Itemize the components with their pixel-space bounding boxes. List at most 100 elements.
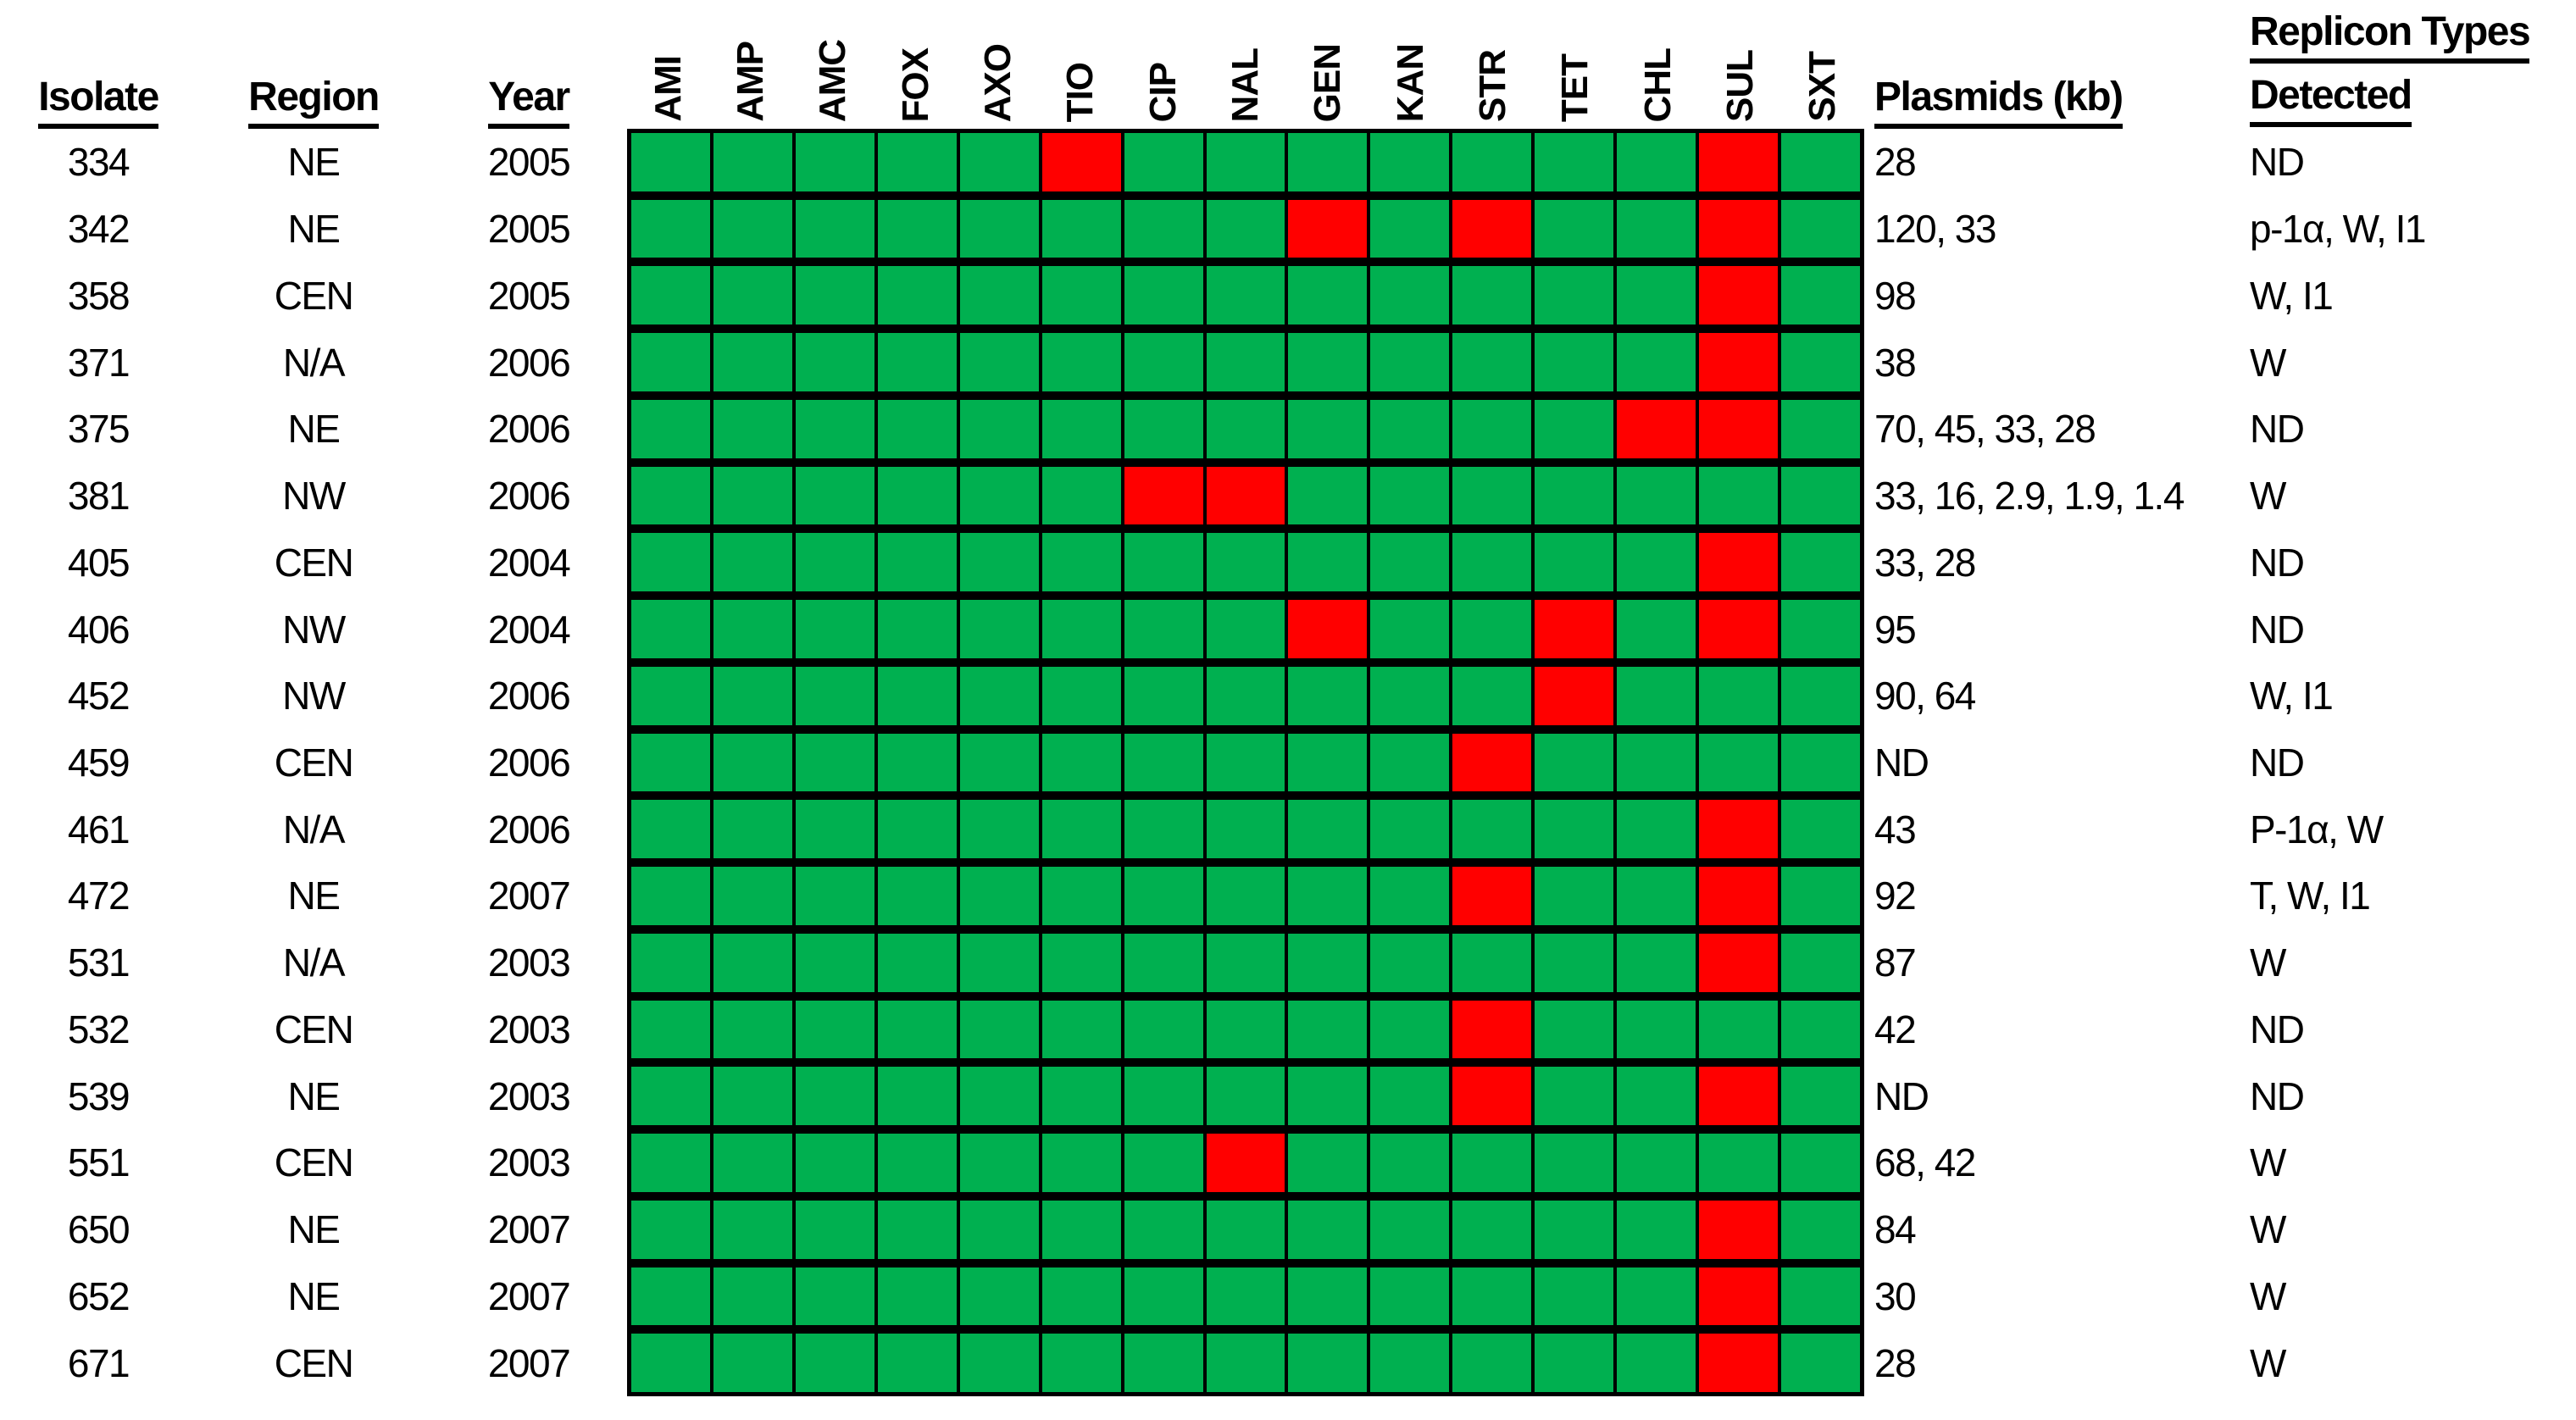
replicon-value-371: W [2250, 340, 2286, 385]
resistance-row-459 [627, 729, 1864, 796]
resistance-cell-551-tio [1040, 1132, 1123, 1194]
resistance-cell-652-amc [793, 1265, 876, 1328]
year-value-406: 2004 [487, 607, 571, 652]
resistance-cell-539-chl [1615, 1065, 1698, 1128]
resistance-cell-406-ami [630, 598, 712, 660]
year-value-334: 2005 [487, 140, 571, 185]
resistance-cell-358-axo [958, 264, 1041, 327]
resistance-row-539 [627, 1062, 1864, 1130]
resistance-cell-551-fox [875, 1132, 958, 1194]
isolate-value-551: 551 [67, 1140, 130, 1185]
resistance-cell-452-kan [1368, 664, 1452, 727]
resistance-cell-405-sxt [1779, 531, 1862, 594]
resistance-cell-539-tet [1533, 1065, 1616, 1128]
resistance-cell-371-kan [1368, 331, 1452, 393]
resistance-cell-459-chl [1615, 731, 1698, 794]
resistance-cell-551-axo [958, 1132, 1041, 1194]
resistance-row-472 [627, 863, 1864, 929]
antibiotic-column-chl: CHL [1617, 0, 1699, 127]
resistance-cell-532-ami [630, 998, 712, 1061]
region-value-461: N/A [282, 807, 346, 851]
resistance-cell-342-nal [1204, 197, 1287, 260]
resistance-cell-371-chl [1615, 331, 1698, 393]
resistance-cell-652-gen [1286, 1265, 1369, 1328]
resistance-cell-531-axo [958, 931, 1041, 994]
replicon-types-header-line2: Detected [2250, 72, 2412, 127]
resistance-row-551 [627, 1129, 1864, 1196]
resistance-row-358 [627, 262, 1864, 330]
resistance-cell-671-cip [1122, 1332, 1205, 1394]
resistance-cell-371-sxt [1779, 331, 1862, 393]
antibiotic-column-str: STR [1452, 0, 1534, 127]
resistance-row-375 [627, 395, 1864, 463]
resistance-cell-671-ami [630, 1332, 712, 1394]
antibiotic-label-sul: SUL [1718, 50, 1761, 122]
isolate-value-652: 652 [67, 1273, 130, 1318]
resistance-cell-358-amc [793, 264, 876, 327]
resistance-cell-406-nal [1204, 598, 1287, 660]
resistance-row-381 [627, 462, 1864, 530]
resistance-cell-652-str [1451, 1265, 1534, 1328]
isolate-value-671: 671 [67, 1340, 130, 1385]
antibiotic-column-ami: AMI [627, 0, 709, 127]
resistance-cell-532-tio [1040, 998, 1123, 1061]
resistance-cell-459-gen [1286, 731, 1369, 794]
resistance-cell-532-cip [1122, 998, 1205, 1061]
resistance-cell-405-chl [1615, 531, 1698, 594]
resistance-cell-650-tet [1533, 1198, 1616, 1261]
replicon-value-461: P-1α, W [2250, 807, 2384, 851]
resistance-row-371 [627, 329, 1864, 396]
resistance-cell-375-str [1451, 397, 1534, 460]
resistance-cell-371-ami [630, 331, 712, 393]
resistance-cell-371-sul [1697, 331, 1780, 393]
resistance-cell-371-nal [1204, 331, 1287, 393]
region-header: Region [248, 74, 380, 129]
resistance-cell-459-amc [793, 731, 876, 794]
resistance-cell-532-gen [1286, 998, 1369, 1061]
resistance-cell-334-tio [1040, 131, 1123, 193]
resistance-cell-671-fox [875, 1332, 958, 1394]
resistance-cell-381-cip [1122, 464, 1205, 527]
resistance-cell-650-sul [1697, 1198, 1780, 1261]
antibiotic-label-str: STR [1471, 50, 1513, 122]
resistance-cell-452-amp [711, 664, 794, 727]
year-header-cell: Year [430, 74, 627, 129]
resistance-cell-342-gen [1286, 197, 1369, 260]
antibiotic-label-ami: AMI [647, 56, 689, 122]
resistance-cell-472-nal [1204, 865, 1287, 927]
resistance-cell-532-tet [1533, 998, 1616, 1061]
plasmids-value-406: 95 [1874, 607, 1917, 652]
resistance-cell-671-kan [1368, 1332, 1452, 1394]
resistance-cell-671-amc [793, 1332, 876, 1394]
replicon-value-472: T, W, I1 [2250, 874, 2371, 918]
resistance-row-461 [627, 796, 1864, 863]
antibiotic-column-fox: FOX [874, 0, 957, 127]
region-value-334: NE [287, 140, 341, 185]
replicon-value-532: ND [2250, 1007, 2305, 1051]
resistance-cell-371-cip [1122, 331, 1205, 393]
resistance-cell-671-sul [1697, 1332, 1780, 1394]
resistance-cell-551-str [1451, 1132, 1534, 1194]
resistance-row-671 [627, 1329, 1864, 1396]
year-value-539: 2003 [487, 1073, 571, 1118]
resistance-cell-461-kan [1368, 798, 1452, 861]
resistance-cell-358-sul [1697, 264, 1780, 327]
resistance-cell-459-tet [1533, 731, 1616, 794]
region-value-405: CEN [274, 540, 354, 585]
antibiotic-label-gen: GEN [1307, 43, 1349, 122]
resistance-cell-531-sul [1697, 931, 1780, 994]
resistance-cell-405-tet [1533, 531, 1616, 594]
resistance-cell-551-ami [630, 1132, 712, 1194]
isolate-value-452: 452 [67, 674, 130, 718]
resistance-cell-405-sul [1697, 531, 1780, 594]
resistance-cell-532-fox [875, 998, 958, 1061]
resistance-cell-671-tet [1533, 1332, 1616, 1394]
region-value-551: CEN [274, 1140, 354, 1185]
antibiotic-label-amp: AMP [729, 42, 771, 122]
resistance-cell-405-tio [1040, 531, 1123, 594]
resistance-cell-406-sul [1697, 598, 1780, 660]
resistance-cell-671-chl [1615, 1332, 1698, 1394]
resistance-cell-334-amp [711, 131, 794, 193]
resistance-cell-531-fox [875, 931, 958, 994]
